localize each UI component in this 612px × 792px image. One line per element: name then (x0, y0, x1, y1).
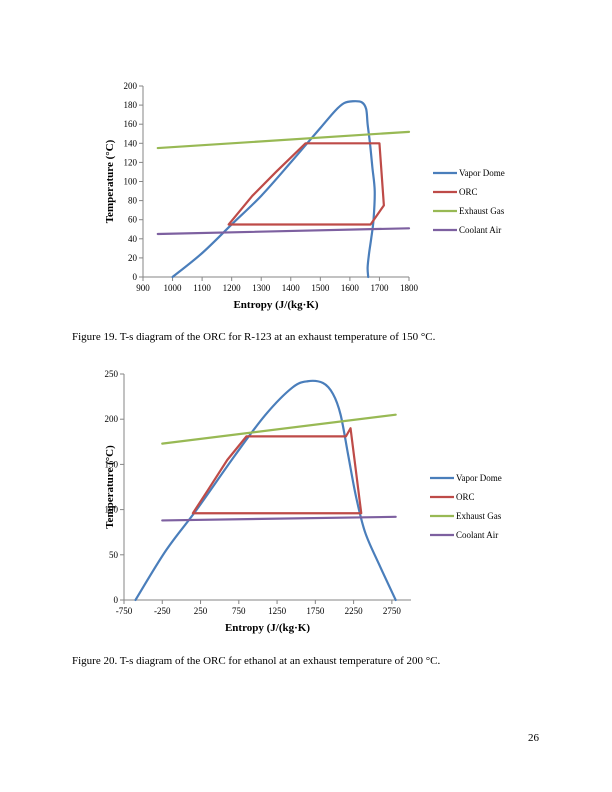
x-tick-label: 1800 (400, 283, 419, 293)
x-tick-label: 1000 (164, 283, 183, 293)
x-axis-title: Entropy (J/(kg·K) (225, 622, 310, 634)
x-tick-label: 1750 (306, 606, 325, 616)
y-tick-label: 20 (128, 253, 138, 263)
x-tick-label: 1100 (193, 283, 211, 293)
x-tick-label: 1600 (341, 283, 360, 293)
y-tick-label: 250 (105, 369, 119, 379)
orc-line (191, 427, 363, 515)
x-tick-label: 750 (232, 606, 246, 616)
vapor-dome-line (171, 100, 376, 279)
legend-label: ORC (456, 492, 475, 502)
x-tick-label: 900 (136, 283, 150, 293)
legend-label: Exhaust Gas (456, 511, 502, 521)
y-tick-label: 0 (133, 272, 138, 282)
orc-line (227, 142, 385, 226)
figure-19-chart: 0 20 40 60 80 100 120 140 160 180 200 900 1000 1100 12… (104, 81, 505, 311)
y-axis-title: Temperature (°C) (104, 139, 116, 223)
figure-19-caption: Figure 19. T-s diagram of the ORC for R-… (72, 331, 436, 343)
legend-label: Coolant Air (459, 225, 501, 235)
page-number: 26 (528, 732, 539, 744)
figure-20-chart: 0 50 100 150 200 250 -750 -250 250 750 1250 1750 225… (104, 369, 502, 634)
legend-label: Vapor Dome (456, 473, 502, 483)
y-axis-title: Temperature (°C) (104, 445, 116, 529)
x-tick-label: -250 (154, 606, 171, 616)
y-tick-label: 200 (124, 81, 138, 91)
y-tick-label: 200 (105, 414, 119, 424)
coolant-air-line (156, 227, 411, 236)
vapor-dome-line (134, 379, 397, 602)
legend-label: Coolant Air (456, 530, 498, 540)
x-tick-label: 1250 (268, 606, 287, 616)
y-tick-label: 120 (124, 157, 138, 167)
y-tick-label: 0 (114, 595, 119, 605)
y-tick-label: 160 (124, 119, 138, 129)
x-tick-label: -750 (116, 606, 133, 616)
x-tick-label: 2250 (345, 606, 364, 616)
x-tick-label: 1500 (311, 283, 330, 293)
legend-label: Exhaust Gas (459, 206, 505, 216)
x-tick-label: 2750 (383, 606, 402, 616)
y-tick-label: 100 (105, 505, 119, 515)
y-tick-label: 180 (124, 100, 138, 110)
legend-label: Vapor Dome (459, 168, 505, 178)
x-axis-title: Entropy (J/(kg·K) (233, 299, 318, 311)
y-tick-label: 50 (109, 550, 119, 560)
legend-label: ORC (459, 187, 478, 197)
y-tick-label: 80 (128, 196, 138, 206)
x-tick-label: 250 (194, 606, 208, 616)
y-tick-label: 40 (128, 234, 138, 244)
y-tick-label: 60 (128, 215, 138, 225)
x-tick-label: 1400 (282, 283, 301, 293)
y-tick-label: 150 (105, 459, 119, 469)
exhaust-gas-line (161, 413, 397, 445)
x-tick-label: 1700 (370, 283, 389, 293)
y-tick-label: 100 (124, 177, 138, 187)
x-tick-label: 1300 (252, 283, 271, 293)
y-tick-label: 140 (124, 138, 138, 148)
exhaust-gas-line (156, 130, 411, 150)
coolant-air-line (161, 515, 397, 522)
figure-20-caption: Figure 20. T-s diagram of the ORC for et… (72, 655, 441, 667)
x-tick-label: 1200 (223, 283, 242, 293)
